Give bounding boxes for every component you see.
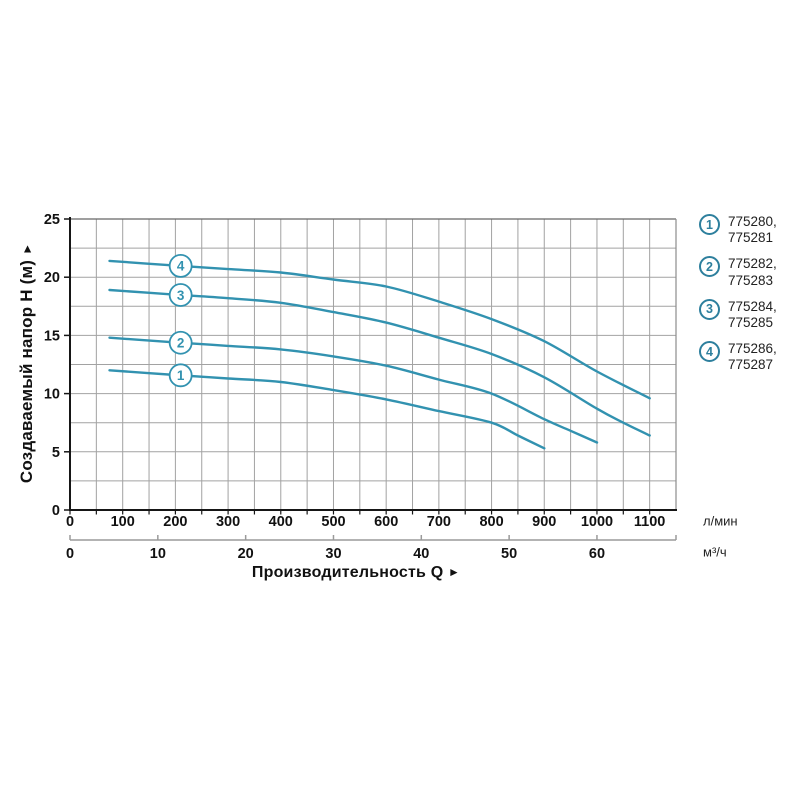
curve-775284-775285: [108, 288, 651, 437]
secondary-axis-m3h: 0 10 20 30 40 50 60: [66, 535, 677, 562]
legend-label-3: 775284, 775285: [728, 299, 777, 331]
legend-item-1: 1 775280, 775281: [699, 214, 777, 246]
legend-label-2: 775282, 775283: [728, 256, 777, 288]
legend: 1 775280, 775281 2 775282, 775283 3 775284…: [699, 214, 777, 374]
tick-label: 50: [501, 546, 517, 562]
legend-label-3-line2: 775285: [728, 314, 774, 330]
tick-label: 1000: [581, 514, 613, 530]
curve-775286-775287: [108, 259, 651, 400]
tick-label: 10: [150, 546, 166, 562]
curve-label-circle-2: [168, 330, 193, 355]
legend-item-3: 3 775284, 775285: [699, 298, 777, 331]
plot-border: [69, 217, 677, 511]
legend-number-badge-1: 1: [699, 214, 720, 235]
legend-label-1-line1: 775280,: [728, 214, 777, 229]
curve-775282-775283: [108, 336, 599, 444]
tick-label: 25: [44, 212, 60, 228]
tick-label: 3: [177, 288, 185, 303]
tick-label: 0: [52, 503, 60, 519]
legend-label-2-line2: 775283: [728, 272, 774, 288]
y-axis-ticks: 0 5 10 15 20 25: [44, 212, 70, 519]
tick-label: 400: [269, 514, 293, 530]
legend-label-4: 775286, 775287: [728, 341, 777, 373]
legend-item-4: 4 775286, 775287: [699, 341, 777, 373]
tick-label: 60: [589, 546, 605, 562]
legend-item-2: 2 775282, 775283: [699, 256, 777, 288]
x-axis-title-text: Производительность Q: [251, 564, 444, 581]
x-axis-ticks: 0 100 200 300 400 500 600 700 800 900 1000 1100: [66, 510, 665, 530]
x-axis-title: Производительность Q ►: [252, 564, 460, 582]
tick-label: 1: [177, 368, 185, 383]
tick-label: 2: [177, 336, 185, 351]
legend-number-badge-4: 4: [699, 341, 720, 363]
tick-label: 40: [413, 546, 429, 562]
tick-label: 300: [216, 514, 240, 530]
tick-label: 10: [44, 387, 60, 403]
curve-number-labels: 1 2 3 4: [168, 254, 193, 388]
x-axis-arrow-icon: ►: [448, 565, 461, 579]
tick-label: 900: [532, 514, 556, 530]
curve-label-circle-1: [168, 363, 193, 388]
tick-label: 30: [325, 546, 341, 562]
gridlines: [70, 219, 676, 510]
tick-label: 20: [44, 270, 60, 286]
legend-number-badge-2: 2: [699, 256, 720, 278]
curves: [108, 259, 651, 450]
x-axis-unit-m3h: м³/ч: [703, 544, 727, 560]
tick-label: 100: [111, 514, 135, 530]
tick-label: 800: [479, 514, 503, 530]
y-axis-title-text: Создаваемый напор H (м): [17, 259, 36, 484]
tick-label: 200: [163, 514, 187, 530]
legend-label-4-line1: 775286,: [728, 341, 777, 357]
x-axis-unit-lmin: л/мин: [703, 513, 738, 529]
tick-label: 0: [66, 546, 74, 562]
legend-label-2-line1: 775282,: [728, 256, 777, 272]
legend-number-badge-3: 3: [699, 298, 720, 320]
tick-label: 0: [66, 514, 74, 530]
curve-label-circle-3: [168, 283, 193, 307]
tick-label: 600: [374, 514, 398, 530]
legend-label-3-line1: 775284,: [728, 298, 777, 314]
tick-label: 15: [44, 328, 60, 344]
legend-label-1-line2: 775281: [728, 230, 774, 246]
tick-label: 500: [321, 514, 345, 530]
tick-label: 5: [52, 445, 60, 461]
tick-label: 700: [427, 514, 451, 530]
legend-label-4-line2: 775287: [728, 357, 774, 373]
tick-label: 4: [177, 259, 185, 274]
y-axis-title: Создаваемый напор H (м) ►: [17, 243, 37, 483]
curve-775280-775281: [108, 369, 546, 450]
tick-label: 20: [238, 546, 254, 562]
tick-label: 1100: [634, 514, 665, 530]
curve-label-circle-4: [168, 254, 193, 278]
y-axis-arrow-icon: ►: [20, 242, 34, 255]
legend-label-1: 775280, 775281: [728, 214, 777, 246]
